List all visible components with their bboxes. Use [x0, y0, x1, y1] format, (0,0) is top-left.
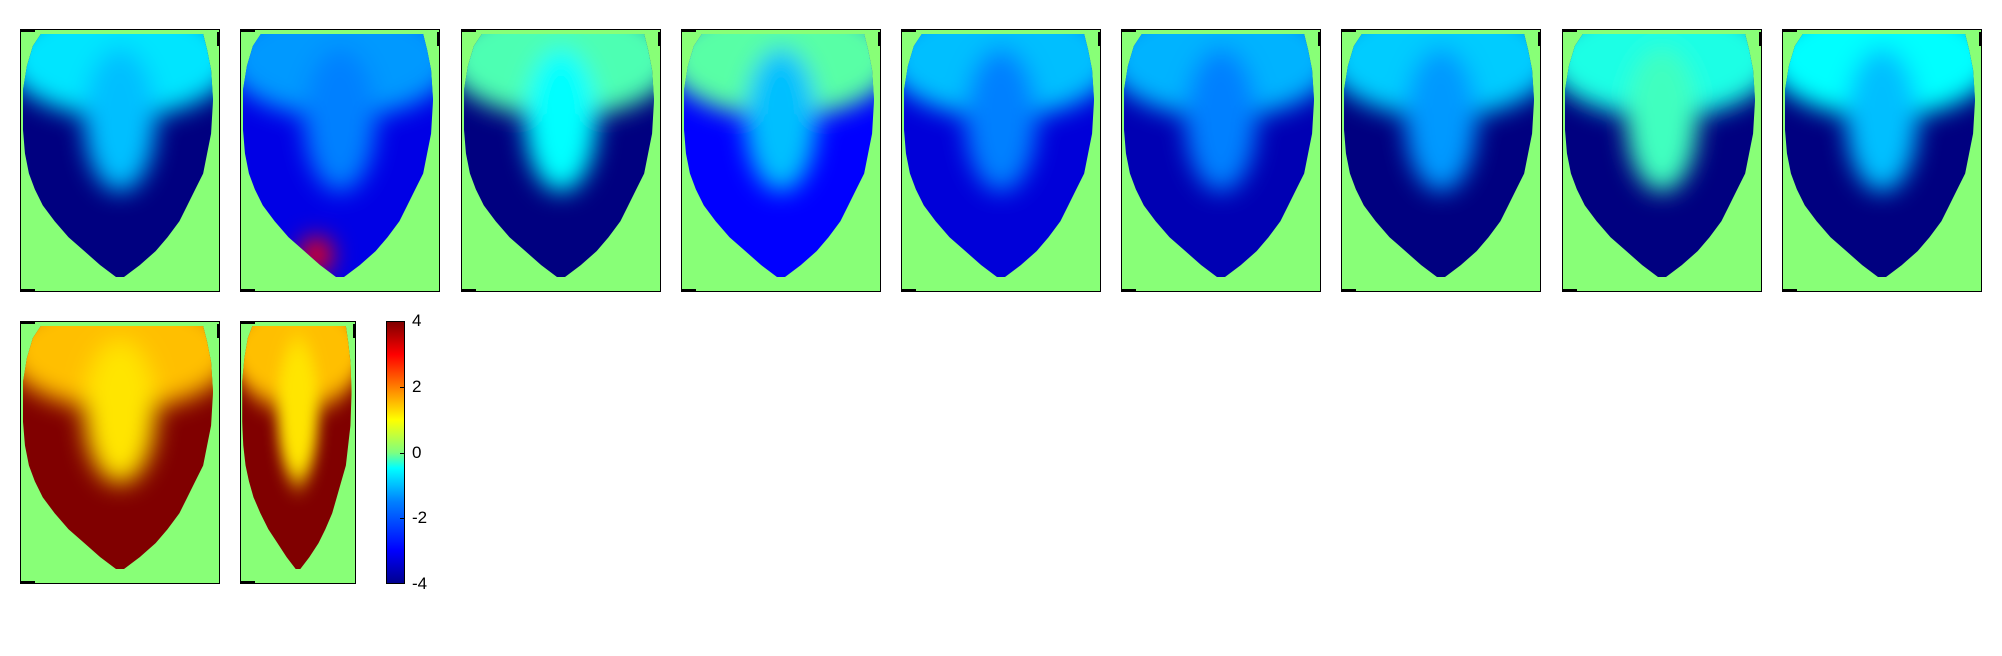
axis-tick-mark: [1122, 289, 1136, 291]
axis-tick-mark: [241, 322, 255, 324]
axis-tick-mark: [1122, 30, 1136, 32]
colorbar-tick-mark: [400, 453, 405, 454]
axis-tick-mark: [241, 581, 255, 583]
axis-tick-mark: [658, 32, 660, 46]
heatmap-panel-8-svg: [1563, 30, 1761, 291]
heatmap-panel-1-svg: [21, 30, 219, 291]
axis-tick-mark: [902, 30, 916, 32]
axis-tick-mark: [878, 32, 880, 46]
heatmap-panel-10-svg: [21, 322, 219, 583]
region-upper-center: [84, 48, 155, 191]
axis-tick-mark: [1318, 32, 1320, 46]
colorbar-tick-label: 4: [412, 312, 421, 329]
axis-tick-mark: [21, 289, 35, 291]
heatmap-panel-3: [461, 29, 661, 292]
colorbar-tick-mark: [400, 518, 405, 519]
heatmap-panel-2-svg: [241, 30, 439, 291]
axis-tick-mark: [21, 322, 35, 324]
heatmap-panel-8: [1562, 29, 1762, 292]
axis-tick-mark: [1979, 32, 1981, 46]
axis-tick-mark: [1098, 32, 1100, 46]
axis-tick-mark: [1563, 30, 1577, 32]
axis-tick-mark: [21, 581, 35, 583]
heatmap-panel-7-svg: [1342, 30, 1540, 291]
axis-tick-mark: [462, 289, 476, 291]
heatmap-panel-4: [681, 29, 881, 292]
axis-tick-mark: [241, 289, 255, 291]
region-upper-center: [1626, 48, 1697, 191]
heatmap-panel-5: [901, 29, 1101, 292]
axis-tick-mark: [682, 289, 696, 291]
heatmap-panel-6: [1121, 29, 1321, 292]
axis-tick-mark: [1538, 32, 1540, 46]
axis-tick-mark: [1783, 30, 1797, 32]
region-upper-center: [1846, 48, 1917, 191]
axis-tick-mark: [217, 324, 219, 338]
region-upper-center: [1185, 48, 1256, 191]
region-upper-center: [84, 340, 155, 483]
heatmap-panel-10: [20, 321, 220, 584]
axis-tick-mark: [902, 289, 916, 291]
axis-tick-mark: [1563, 289, 1577, 291]
heatmap-panel-11: [240, 321, 356, 584]
axis-tick-mark: [241, 30, 255, 32]
region-upper-center: [965, 48, 1036, 191]
heatmap-panel-9-svg: [1783, 30, 1981, 291]
axis-tick-mark: [217, 32, 219, 46]
axis-tick-mark: [353, 324, 355, 338]
axis-tick-mark: [1342, 30, 1356, 32]
heatmap-panel-7: [1341, 29, 1541, 292]
region-upper-center: [525, 48, 596, 191]
axis-tick-mark: [1342, 289, 1356, 291]
heatmap-panel-2: [240, 29, 440, 292]
region-upper-center: [745, 48, 816, 191]
region-upper-center: [1405, 48, 1476, 191]
region-upper-center: [304, 48, 375, 191]
heatmap-panel-1: [20, 29, 220, 292]
heatmap-panel-6-svg: [1122, 30, 1320, 291]
colorbar-tick-label: 0: [412, 444, 421, 461]
heatmap-panel-11-svg: [241, 322, 355, 583]
axis-tick-mark: [1783, 289, 1797, 291]
axis-tick-mark: [21, 30, 35, 32]
axis-tick-mark: [462, 30, 476, 32]
axis-tick-mark: [1759, 32, 1761, 46]
region-upper-center: [277, 340, 318, 483]
heatmap-panel-5-svg: [902, 30, 1100, 291]
colorbar-tick-label: -2: [412, 509, 427, 526]
heatmap-panel-3-svg: [462, 30, 660, 291]
colorbar-tick-label: 2: [412, 378, 421, 395]
axis-tick-mark: [682, 30, 696, 32]
axis-tick-mark: [437, 32, 439, 46]
colorbar-tick-mark: [400, 387, 405, 388]
colorbar-tick-label: -4: [412, 575, 427, 592]
heatmap-panel-9: [1782, 29, 1982, 292]
heatmap-panel-4-svg: [682, 30, 880, 291]
